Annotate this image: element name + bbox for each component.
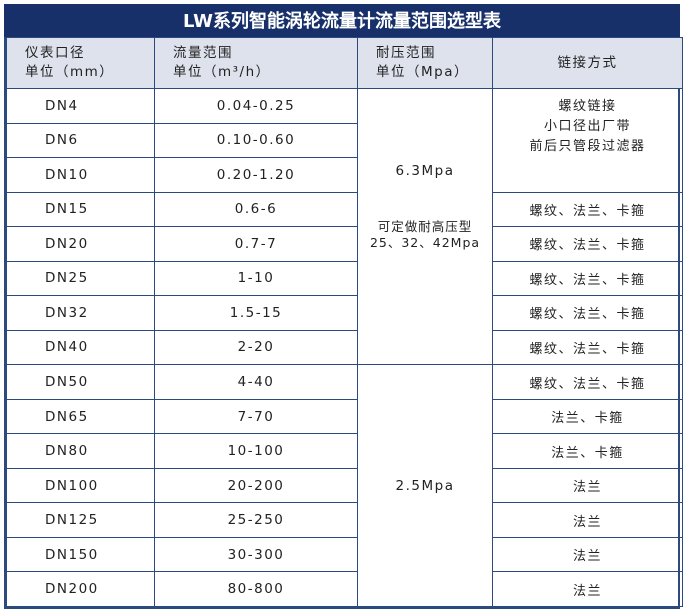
- header-size: 仪表口径单位（mm）: [6, 37, 155, 89]
- size-cell: DN125: [6, 502, 155, 538]
- table-row: DN80 10-100 法兰、卡箍: [6, 433, 683, 469]
- pressure-cell-6-3: 6.3Mpa 可定做耐高压型 25、32、42Mpa: [357, 87, 493, 366]
- flow-cell: 0.10-0.60: [154, 122, 358, 159]
- table-row: DN25 1-10 螺纹、法兰、卡箍: [6, 260, 683, 297]
- table-row: DN200 80-800 法兰: [6, 571, 683, 607]
- flow-cell: 1.5-15: [154, 295, 358, 331]
- header-flow-line1: 流量范围: [173, 45, 233, 61]
- table-row: DN4 0.04-0.25 6.3Mpa 可定做耐高压型 25、32、42Mpa …: [6, 87, 683, 366]
- connection-cell: 螺纹、法兰、卡箍: [492, 260, 683, 297]
- flow-cell: 7-70: [154, 398, 358, 435]
- connection-cell-small-bore: 螺纹链接 小口径出厂带 前后只管段过滤器: [492, 88, 683, 193]
- size-cell: DN65: [6, 398, 155, 435]
- connection-cell: 法兰、卡箍: [492, 398, 683, 435]
- size-cell: DN15: [6, 191, 155, 228]
- connection-line: 螺纹链接: [558, 99, 617, 114]
- flow-cell: 80-800: [154, 571, 358, 607]
- flow-cell: 0.04-0.25: [154, 88, 358, 124]
- header-row: 仪表口径单位（mm） 流量范围单位（m³/h） 耐压范围单位（Mpa） 链接方式: [6, 37, 683, 89]
- flow-cell: 25-250: [154, 502, 358, 538]
- connection-cell: 法兰、卡箍: [492, 433, 683, 469]
- pressure-cell-2-5: 2.5Mpa: [357, 364, 493, 607]
- table-row: DN40 2-20 螺纹、法兰、卡箍: [6, 329, 683, 366]
- size-cell: DN50: [6, 364, 155, 400]
- connection-cell: 螺纹、法兰、卡箍: [492, 295, 683, 331]
- flow-cell: 4-40: [154, 364, 358, 400]
- flow-cell: 0.6-6: [154, 191, 358, 228]
- flow-cell: 1-10: [154, 260, 358, 297]
- table-row: DN100 20-200 法兰: [6, 467, 683, 504]
- size-cell: DN10: [6, 157, 155, 193]
- connection-cell: 法兰: [492, 502, 683, 538]
- connection-cell: 螺纹、法兰、卡箍: [492, 364, 683, 400]
- selection-table: 仪表口径单位（mm） 流量范围单位（m³/h） 耐压范围单位（Mpa） 链接方式…: [6, 37, 683, 607]
- header-size-line1: 仪表口径: [25, 45, 85, 61]
- table-frame: 仪表口径单位（mm） 流量范围单位（m³/h） 耐压范围单位（Mpa） 链接方式…: [4, 37, 683, 609]
- connection-cell: 法兰: [492, 536, 683, 573]
- table-row: DN6 0.10-0.60: [6, 122, 683, 159]
- header-pressure-line1: 耐压范围: [376, 45, 436, 61]
- flow-cell: 0.20-1.20: [154, 157, 358, 193]
- header-pressure-line2: 单位（Mpa）: [376, 64, 469, 80]
- selection-table-container: LW系列智能涡轮流量计流量范围选型表 仪表口径单位（mm） 流量范围单位（m³/…: [4, 4, 683, 609]
- table-row: DN50 4-40 2.5Mpa 螺纹、法兰、卡箍: [6, 364, 683, 607]
- table-row: DN32 1.5-15 螺纹、法兰、卡箍: [6, 295, 683, 331]
- size-cell: DN150: [6, 536, 155, 573]
- connection-cell: 法兰: [492, 571, 683, 607]
- connection-cell: 螺纹、法兰、卡箍: [492, 329, 683, 366]
- size-cell: DN80: [6, 433, 155, 469]
- pressure-note-values: 25、32、42Mpa: [369, 234, 481, 250]
- pressure-note: 可定做耐高压型: [377, 218, 473, 234]
- size-cell: DN20: [6, 226, 155, 262]
- table-row: DN10 0.20-1.20: [6, 157, 683, 193]
- connection-cell: 螺纹、法兰、卡箍: [492, 226, 683, 262]
- header-flow: 流量范围单位（m³/h）: [154, 37, 358, 89]
- size-cell: DN200: [6, 571, 155, 607]
- table-title: LW系列智能涡轮流量计流量范围选型表: [4, 4, 680, 37]
- header-flow-line2: 单位（m³/h）: [173, 64, 271, 80]
- table-row: DN20 0.7-7 螺纹、法兰、卡箍: [6, 226, 683, 262]
- connection-line: 前后只管段过滤器: [529, 139, 646, 154]
- connection-cell: 法兰: [492, 467, 683, 504]
- header-size-line2: 单位（mm）: [25, 64, 115, 80]
- table-row: DN65 7-70 法兰、卡箍: [6, 398, 683, 435]
- size-cell: DN100: [6, 467, 155, 504]
- size-cell: DN25: [6, 260, 155, 297]
- table-row: DN150 30-300 法兰: [6, 536, 683, 573]
- table-row: DN15 0.6-6 螺纹、法兰、卡箍: [6, 191, 683, 228]
- flow-cell: 0.7-7: [154, 226, 358, 262]
- size-cell: DN40: [6, 329, 155, 366]
- flow-cell: 10-100: [154, 433, 358, 469]
- flow-cell: 2-20: [154, 329, 358, 366]
- flow-cell: 20-200: [154, 467, 358, 504]
- table-row: DN125 25-250 法兰: [6, 502, 683, 538]
- header-connection: 链接方式: [492, 37, 683, 89]
- connection-cell: 螺纹、法兰、卡箍: [492, 191, 683, 228]
- connection-line: 小口径出厂带: [543, 119, 631, 134]
- flow-cell: 30-300: [154, 536, 358, 573]
- size-cell: DN6: [6, 122, 155, 159]
- pressure-value: 6.3Mpa: [395, 162, 455, 179]
- size-cell: DN32: [6, 295, 155, 331]
- size-cell: DN4: [6, 88, 155, 124]
- header-pressure: 耐压范围单位（Mpa）: [357, 37, 493, 89]
